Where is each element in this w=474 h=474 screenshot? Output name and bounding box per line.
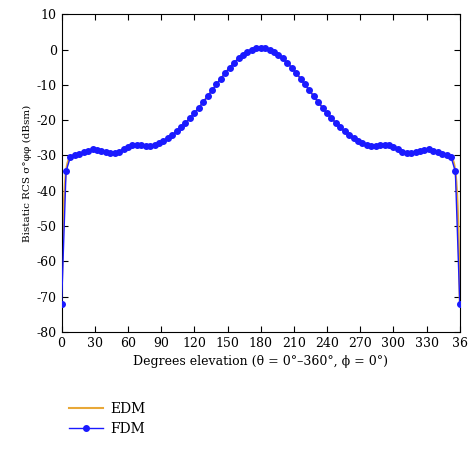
Line: EDM: EDM [62, 48, 460, 303]
EDM [104, 149, 110, 155]
FDM [161, 138, 166, 144]
EDM [211, 84, 217, 90]
FDM [400, 149, 405, 155]
EDM [258, 45, 264, 51]
EDM [406, 150, 412, 156]
FDM [448, 154, 454, 160]
FDM [108, 150, 113, 156]
FDM [152, 142, 157, 148]
EDM [59, 300, 64, 306]
FDM [258, 45, 264, 51]
Legend: EDM, FDM: EDM, FDM [69, 402, 146, 436]
FDM [59, 301, 64, 306]
EDM [229, 63, 235, 68]
FDM [453, 168, 458, 174]
Y-axis label: Bistatic RCS σ°φφ (dBsm): Bistatic RCS σ°φφ (dBsm) [23, 104, 32, 242]
Line: FDM: FDM [59, 45, 463, 306]
EDM [128, 143, 134, 148]
EDM [449, 155, 455, 161]
X-axis label: Degrees elevation (θ = 0°–360°, ϕ = 0°): Degrees elevation (θ = 0°–360°, ϕ = 0°) [133, 355, 388, 368]
EDM [457, 301, 463, 306]
FDM [457, 301, 463, 306]
